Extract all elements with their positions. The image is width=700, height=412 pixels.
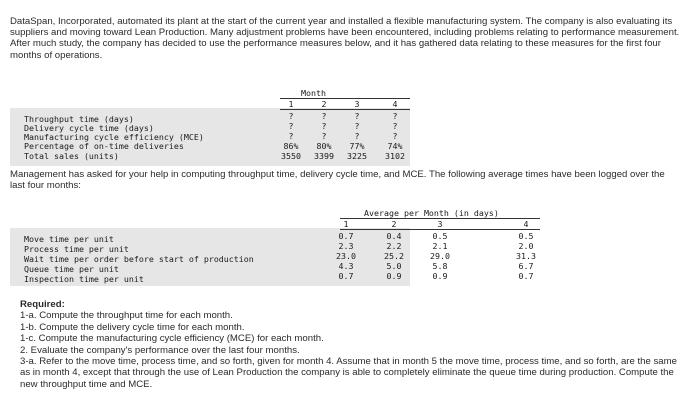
table1-cell: ? xyxy=(321,131,327,141)
table2-row-label: Queue time per unit xyxy=(24,264,119,274)
table2-cell: 5.8 xyxy=(432,261,448,271)
table2-cell: 25.2 xyxy=(384,251,404,261)
table1-cell: 3399 xyxy=(314,151,334,161)
table1-cell: 86% xyxy=(283,141,299,151)
intro-paragraph: DataSpan, Incorporated, automated its pl… xyxy=(10,16,680,61)
table1-column-rule xyxy=(280,109,410,110)
table2-row-label: Wait time per order before start of prod… xyxy=(24,254,254,264)
table1-group-header: Month xyxy=(301,88,326,98)
table1-cell: 77% xyxy=(349,141,365,151)
table1-row-label: Total sales (units) xyxy=(24,151,119,161)
table1-cell: 80% xyxy=(316,141,332,151)
table1-row-label: Manufacturing cycle efficiency (MCE) xyxy=(24,132,204,142)
table1-cell: 74% xyxy=(387,141,403,151)
table2-cell: 31.3 xyxy=(516,251,536,261)
table1-cell: ? xyxy=(392,131,398,141)
table2-col-2: 2 xyxy=(391,219,397,229)
required-heading: Required: xyxy=(20,299,65,310)
table2-cell: 23.0 xyxy=(336,251,356,261)
table1-col-2: 2 xyxy=(321,99,327,109)
table2-cell: 0.5 xyxy=(518,231,534,241)
required-section: Required: 1-a. Compute the throughput ti… xyxy=(20,299,680,390)
table2-cell: 4.3 xyxy=(338,261,354,271)
table1-cell: ? xyxy=(392,121,398,131)
table1-cell: ? xyxy=(288,131,294,141)
table2-cell: 0.4 xyxy=(386,231,402,241)
table2-cell: 0.7 xyxy=(338,271,354,281)
table1-header-rule xyxy=(280,98,410,99)
table1-col-4: 4 xyxy=(392,99,398,109)
required-item: 2. Evaluate the company's performance ov… xyxy=(20,344,300,356)
required-item: 1-a. Compute the throughput time for eac… xyxy=(20,310,233,322)
table1-cell: 3225 xyxy=(347,151,367,161)
table1-cell: 3550 xyxy=(281,151,301,161)
table2-background xyxy=(10,228,410,286)
table2-col-1: 1 xyxy=(343,219,349,229)
required-item: 3-a. Refer to the move time, process tim… xyxy=(20,356,677,390)
table1-background xyxy=(10,108,410,166)
table1-cell: ? xyxy=(321,111,327,121)
management-note: Management has asked for your help in co… xyxy=(10,169,665,192)
table2-row-label: Move time per unit xyxy=(24,234,114,244)
table2-group-header: Average per Month (in days) xyxy=(364,208,499,218)
required-item: 1-b. Compute the delivery cycle time for… xyxy=(20,321,245,333)
table1-col-3: 3 xyxy=(354,99,360,109)
table1-cell: ? xyxy=(354,131,360,141)
table1-cell: ? xyxy=(321,121,327,131)
table2-cell: 2.0 xyxy=(518,241,534,251)
table1-col-1: 1 xyxy=(288,99,294,109)
table1-cell: ? xyxy=(354,121,360,131)
table2-row-label: Process time per unit xyxy=(24,244,129,254)
table1-cell: ? xyxy=(392,111,398,121)
table1-cell: ? xyxy=(288,111,294,121)
table2-cell: 29.0 xyxy=(430,251,450,261)
table2-cell: 6.7 xyxy=(518,261,534,271)
table2-cell: 0.7 xyxy=(518,271,534,281)
table1-row-label: Delivery cycle time (days) xyxy=(24,123,154,133)
table2-cell: 0.9 xyxy=(432,271,448,281)
table2-header-rule xyxy=(340,218,540,219)
table2-row-label: Inspection time per unit xyxy=(24,274,144,284)
table2-cell: 0.5 xyxy=(432,231,448,241)
table2-column-rule xyxy=(340,229,540,230)
table2-cell: 5.0 xyxy=(386,261,402,271)
table2-col-3: 3 xyxy=(437,219,443,229)
table1-cell: ? xyxy=(288,121,294,131)
table2-col-4: 4 xyxy=(523,219,529,229)
table1-cell: ? xyxy=(354,111,360,121)
table1-row-label: Percentage of on-time deliveries xyxy=(24,141,184,151)
table2-cell: 2.1 xyxy=(432,241,448,251)
table2-cell: 2.2 xyxy=(386,241,402,251)
table2-cell: 2.3 xyxy=(338,241,354,251)
table1-cell: 3102 xyxy=(385,151,405,161)
table1-row-label: Throughput time (days) xyxy=(24,114,134,124)
table2-cell: 0.9 xyxy=(386,271,402,281)
required-item: 1-c. Compute the manufacturing cycle eff… xyxy=(20,333,324,345)
table2-cell: 0.7 xyxy=(338,231,354,241)
